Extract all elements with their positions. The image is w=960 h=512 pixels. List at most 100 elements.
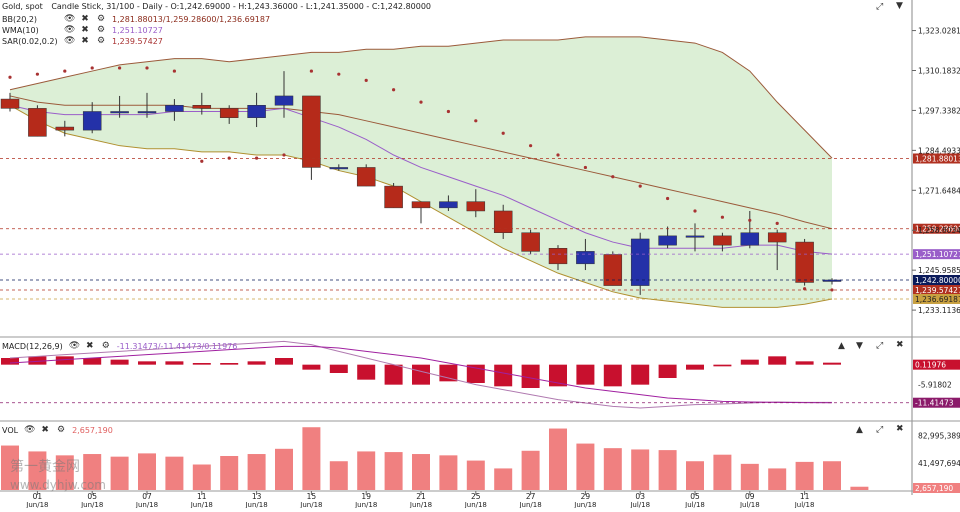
volume-tick-label: 41,497,694: [918, 459, 960, 468]
volume-header[interactable]: VOL 👁 ✖ ⚙ 2,657,190: [2, 425, 113, 435]
volume-panel: 82,995,389 41,497,694 2,657,190: [1, 427, 960, 493]
sar-dot: [666, 196, 670, 201]
price-tick-label: 1,258.80349: [918, 226, 960, 235]
macd-histogram-bar: [247, 361, 266, 365]
price-tick-label: 1,233.11363: [918, 306, 960, 315]
close-icon[interactable]: ✖: [81, 36, 89, 46]
macd-histogram-bar: [521, 364, 540, 388]
volume-bar: [713, 454, 732, 490]
macd-histogram-bar: [384, 364, 403, 385]
volume-bar: [686, 461, 704, 490]
macd-histogram-bar: [28, 356, 47, 365]
sar-dot: [118, 66, 122, 70]
price-label: 1,239.57427: [915, 286, 960, 295]
time-tick-month: Jun/18: [299, 501, 322, 508]
candle-body: [165, 105, 184, 112]
expand-icon[interactable]: ⤢: [876, 425, 884, 435]
close-panel-icon[interactable]: ✖: [896, 340, 904, 350]
price-tick-label: 1,245.95856: [918, 266, 960, 275]
volume-bar: [165, 456, 184, 490]
sar-dot: [282, 153, 286, 157]
time-tick-month: Jun/18: [80, 501, 103, 508]
volume-bar: [55, 455, 74, 490]
expand-icon[interactable]: ⤢: [876, 341, 884, 351]
sar-dot: [529, 144, 533, 148]
time-tick-month: Jul/18: [629, 501, 650, 508]
macd-histogram-bar: [138, 361, 156, 365]
candle-body: [767, 232, 787, 243]
candle-body: [439, 201, 458, 209]
candle-body: [274, 95, 294, 106]
watermark-url: www.dyhjw.com: [10, 478, 106, 492]
macd-histogram-bar: [466, 364, 485, 383]
sar-dot: [90, 66, 94, 70]
sar-dot: [583, 165, 588, 170]
volume-bar: [220, 456, 239, 490]
signal-label: -11.41473: [915, 399, 954, 408]
arrow-down-icon[interactable]: ▼: [896, 1, 903, 11]
sar-dot: [748, 218, 752, 222]
volume-bar: [768, 468, 787, 490]
price-axis: 1,281.88013 1,259.28600 1,251.10727 1,242.8…: [912, 27, 960, 315]
price-tick-label: 1,310.18323: [918, 66, 960, 75]
move-up-icon[interactable]: ▲: [856, 425, 863, 435]
expand-icon[interactable]: ⤢: [876, 2, 884, 12]
gear-icon[interactable]: ⚙: [57, 425, 66, 435]
candle-body: [384, 185, 403, 209]
eye-icon[interactable]: 👁: [64, 25, 76, 35]
volume-name: VOL: [2, 425, 19, 435]
candle-body: [658, 235, 677, 246]
close-icon[interactable]: ✖: [41, 425, 49, 435]
time-tick-month: Jun/18: [573, 501, 596, 508]
macd-header[interactable]: MACD(12,26,9) 👁 ✖ ⚙ -11.31473/-11.41473/…: [2, 341, 237, 351]
volume-bar: [110, 456, 129, 490]
gear-icon[interactable]: ⚙: [96, 25, 106, 35]
eye-icon[interactable]: 👁: [64, 14, 76, 24]
volume-bar: [494, 468, 513, 490]
move-down-icon[interactable]: ▼: [856, 341, 863, 351]
gear-icon[interactable]: ⚙: [101, 341, 110, 351]
indicator-wma[interactable]: WMA(10) 👁 ✖ ⚙ 1,251.10727: [2, 25, 163, 35]
eye-icon[interactable]: 👁: [64, 36, 76, 46]
close-icon[interactable]: ✖: [85, 341, 94, 351]
time-tick-day: 05: [87, 492, 97, 501]
indicator-sar[interactable]: SAR(0.02,0.2) 👁 ✖ ⚙ 1,239.57427: [2, 36, 163, 46]
chart-header: Gold, spot Candle Stick, 31/100 - Daily …: [2, 2, 431, 11]
macd-histogram-bar: [329, 364, 348, 373]
symbol-name: Gold, spot: [2, 2, 43, 11]
close-icon[interactable]: ✖: [81, 14, 89, 24]
price-label-box: [913, 153, 960, 164]
parabolic-sar: [8, 66, 834, 292]
indicator-sar-name: SAR(0.02,0.2): [2, 36, 58, 46]
volume-bar: [28, 451, 47, 490]
volume-bar: [138, 453, 156, 490]
candle-body: [247, 105, 266, 118]
close-icon[interactable]: ✖: [81, 25, 89, 35]
volume-label: 2,657,190: [915, 484, 953, 493]
gear-icon[interactable]: ⚙: [96, 14, 106, 24]
volume-bar: [740, 463, 759, 490]
candle-body: [329, 167, 349, 170]
eye-icon[interactable]: 👁: [24, 425, 36, 435]
close-panel-icon[interactable]: ✖: [896, 424, 904, 434]
candle-body: [521, 232, 540, 252]
time-axis: 01Jun/1805Jun/1807Jun/1811Jun/1813Jun/18…: [25, 491, 814, 509]
macd-histogram-bar: [439, 364, 458, 382]
candle-body: [493, 210, 513, 233]
macd-tick-label: -5.91802: [918, 380, 952, 389]
bb-upper-line: [9, 36, 833, 159]
move-up-icon[interactable]: ▲: [838, 341, 845, 351]
signal-label-box: [913, 397, 960, 408]
sar-dot: [501, 131, 505, 135]
macd-histogram-bar: [192, 363, 211, 365]
price-label: 1,281.88013: [915, 154, 960, 163]
eye-icon[interactable]: 👁: [68, 341, 81, 351]
candle-body: [82, 111, 102, 131]
macd-histogram-bar: [658, 364, 677, 378]
candle-body: [795, 241, 814, 283]
macd-label-box: [913, 359, 960, 370]
indicator-bb[interactable]: BB(20,2) 👁 ✖ ⚙ 1,281.88013/1,259.28600/1…: [2, 14, 270, 24]
time-tick-day: 15: [307, 492, 317, 501]
gear-icon[interactable]: ⚙: [96, 36, 106, 46]
